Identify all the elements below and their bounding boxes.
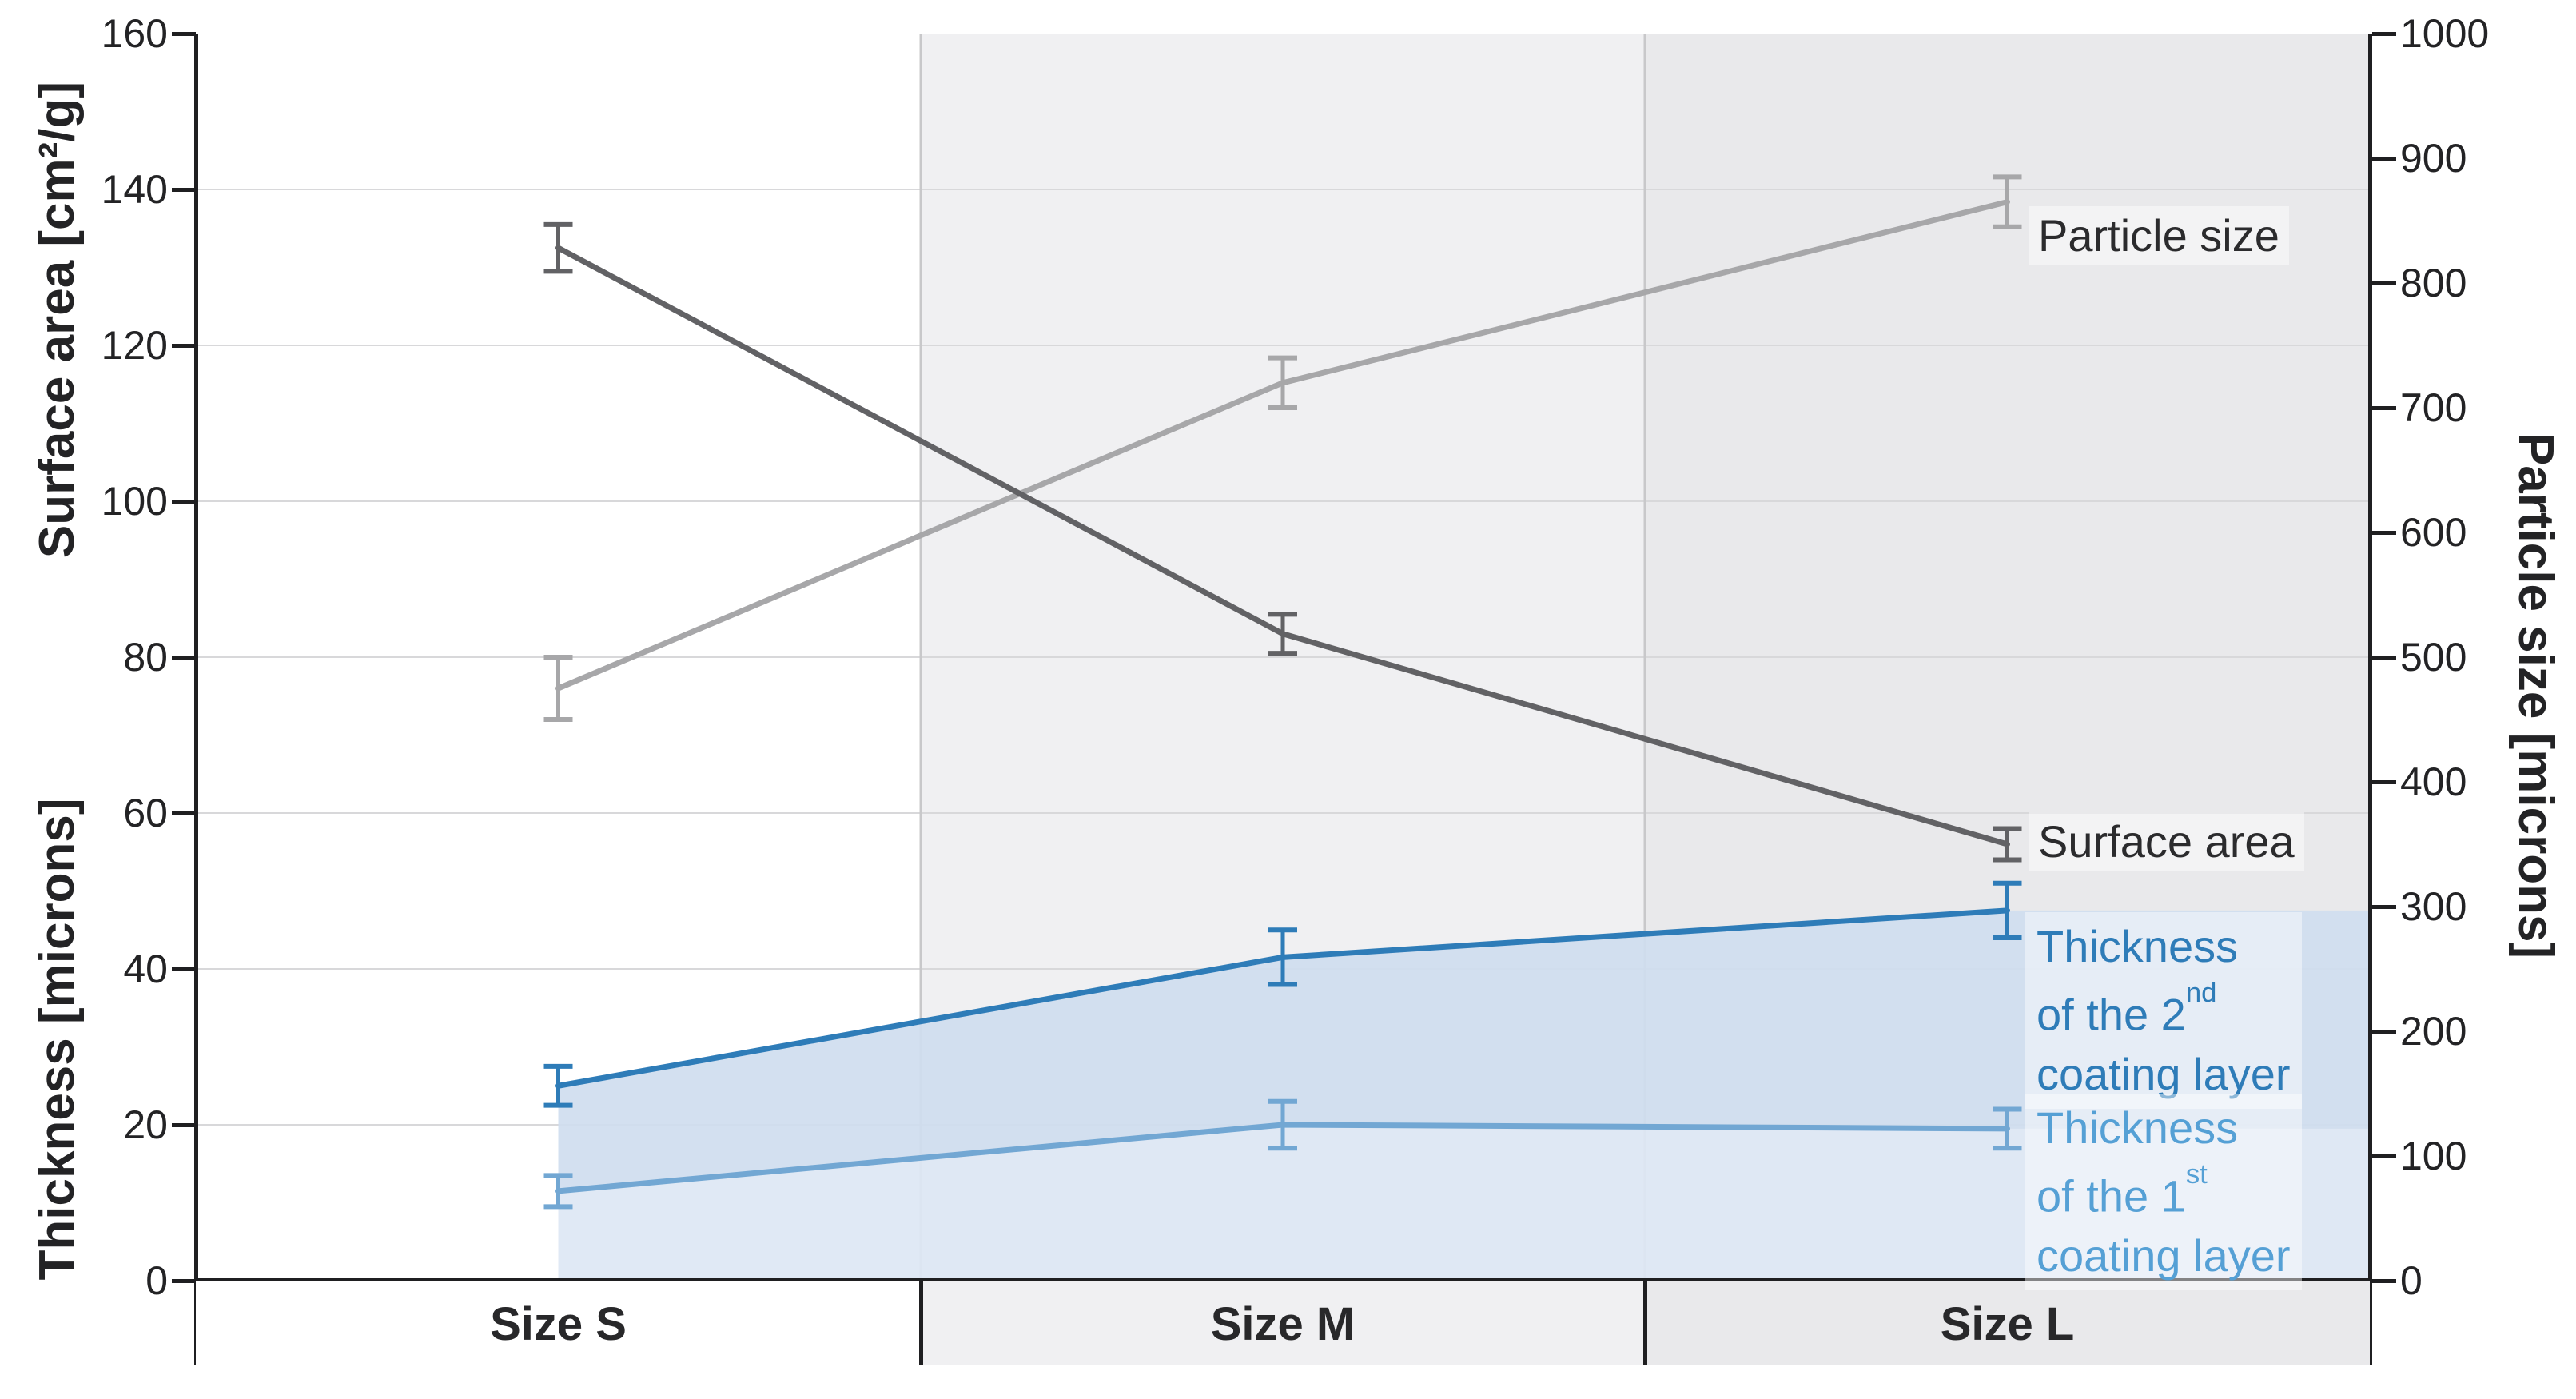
right-axis-tick [2372, 530, 2396, 535]
left-axis-tick [172, 967, 196, 971]
series-line-surface-area [555, 245, 2010, 847]
legend-thickness-1st-layer-line: coating layer [2037, 1230, 2291, 1281]
ordinal-superscript: nd [2185, 978, 2217, 1009]
legend-surface-area: Surface area [2029, 812, 2304, 871]
right-axis-tick [2372, 156, 2396, 161]
footer-separator [1643, 1281, 1647, 1365]
right-axis-spine [2368, 34, 2372, 1365]
category-label-size-l: Size L [1940, 1298, 2075, 1350]
left-axis-tick [172, 1122, 196, 1127]
right-axis-tick-label: 100 [2400, 1134, 2467, 1178]
category-label-size-m: Size M [1210, 1298, 1356, 1350]
left-axis-tick [172, 655, 196, 660]
category-label-size-s: Size S [490, 1298, 627, 1350]
left-axis-tick-label: 40 [123, 947, 168, 991]
right-axis-tick [2372, 31, 2396, 36]
right-axis-tick-label: 800 [2400, 261, 2467, 305]
left-axis-tick [172, 187, 196, 192]
right-axis-tick [2372, 281, 2396, 285]
legend-thickness-2nd-layer: Thickness of the 2nd coating layer [2025, 912, 2302, 1109]
right-axis-tick [2372, 1029, 2396, 1034]
right-axis-tick-label: 700 [2400, 385, 2467, 430]
left-axis-tick [172, 31, 196, 36]
left-axis-tick [172, 1278, 196, 1283]
left-top-axis-title: Surface area [cm²/g] [30, 81, 85, 559]
legend-thickness-2nd-layer-line: coating layer [2037, 1048, 2291, 1099]
right-axis-tick [2372, 405, 2396, 410]
fill-thickness-1st-layer [558, 1125, 2370, 1281]
left-axis-tick-label: 100 [101, 479, 168, 524]
right-axis-tick-label: 600 [2400, 510, 2467, 555]
left-axis-tick [172, 499, 196, 504]
right-axis-tick [2372, 655, 2396, 660]
ordinal-superscript: st [2185, 1159, 2208, 1190]
left-axis-tick-label: 0 [145, 1258, 168, 1303]
chart-canvas [196, 34, 2370, 1281]
legend-thickness-1st-layer-line: Thickness [2037, 1102, 2239, 1153]
footer-band-size-s [196, 1281, 921, 1365]
left-axis-tick [172, 343, 196, 348]
legend-thickness-1st-layer: Thickness of the 1st coating layer [2025, 1094, 2302, 1290]
right-axis-tick [2372, 904, 2396, 909]
fill-thickness-2nd-layer [558, 910, 2370, 1191]
legend-thickness-2nd-layer-line: Thickness [2037, 921, 2239, 971]
legend-thickness-2nd-layer-line: of the 2nd [2037, 978, 2217, 1040]
left-axis-tick-label: 80 [123, 635, 168, 680]
footer-band-size-m [921, 1281, 1645, 1365]
right-axis-tick-label: 0 [2400, 1258, 2423, 1303]
left-axis-spine [194, 34, 198, 1365]
right-axis-tick-label: 200 [2400, 1009, 2467, 1054]
right-axis-tick-label: 300 [2400, 884, 2467, 929]
footer-band-size-l [1645, 1281, 2370, 1365]
right-axis-tick-label: 500 [2400, 635, 2467, 680]
legend-thickness-1st-layer-line: of the 1st [2037, 1159, 2208, 1222]
right-axis-tick-label: 400 [2400, 759, 2467, 804]
right-axis-tick [2372, 1278, 2396, 1283]
left-bottom-axis-title: Thickness [microns] [30, 798, 85, 1281]
left-axis-tick-label: 120 [101, 323, 168, 368]
left-axis-tick-label: 160 [101, 11, 168, 56]
footer-separator [919, 1281, 923, 1365]
right-axis-tick [2372, 1154, 2396, 1158]
left-axis-tick-label: 20 [123, 1102, 168, 1147]
left-axis-tick-label: 60 [123, 791, 168, 835]
left-axis-tick-label: 140 [101, 167, 168, 212]
right-axis-tick-label: 1000 [2400, 11, 2490, 56]
left-axis-tick [172, 811, 196, 815]
right-axis-tick [2372, 779, 2396, 784]
right-axis-title: Particle size [microns] [2508, 432, 2563, 959]
legend-particle-size: Particle size [2029, 206, 2289, 265]
right-axis-tick-label: 900 [2400, 136, 2467, 181]
